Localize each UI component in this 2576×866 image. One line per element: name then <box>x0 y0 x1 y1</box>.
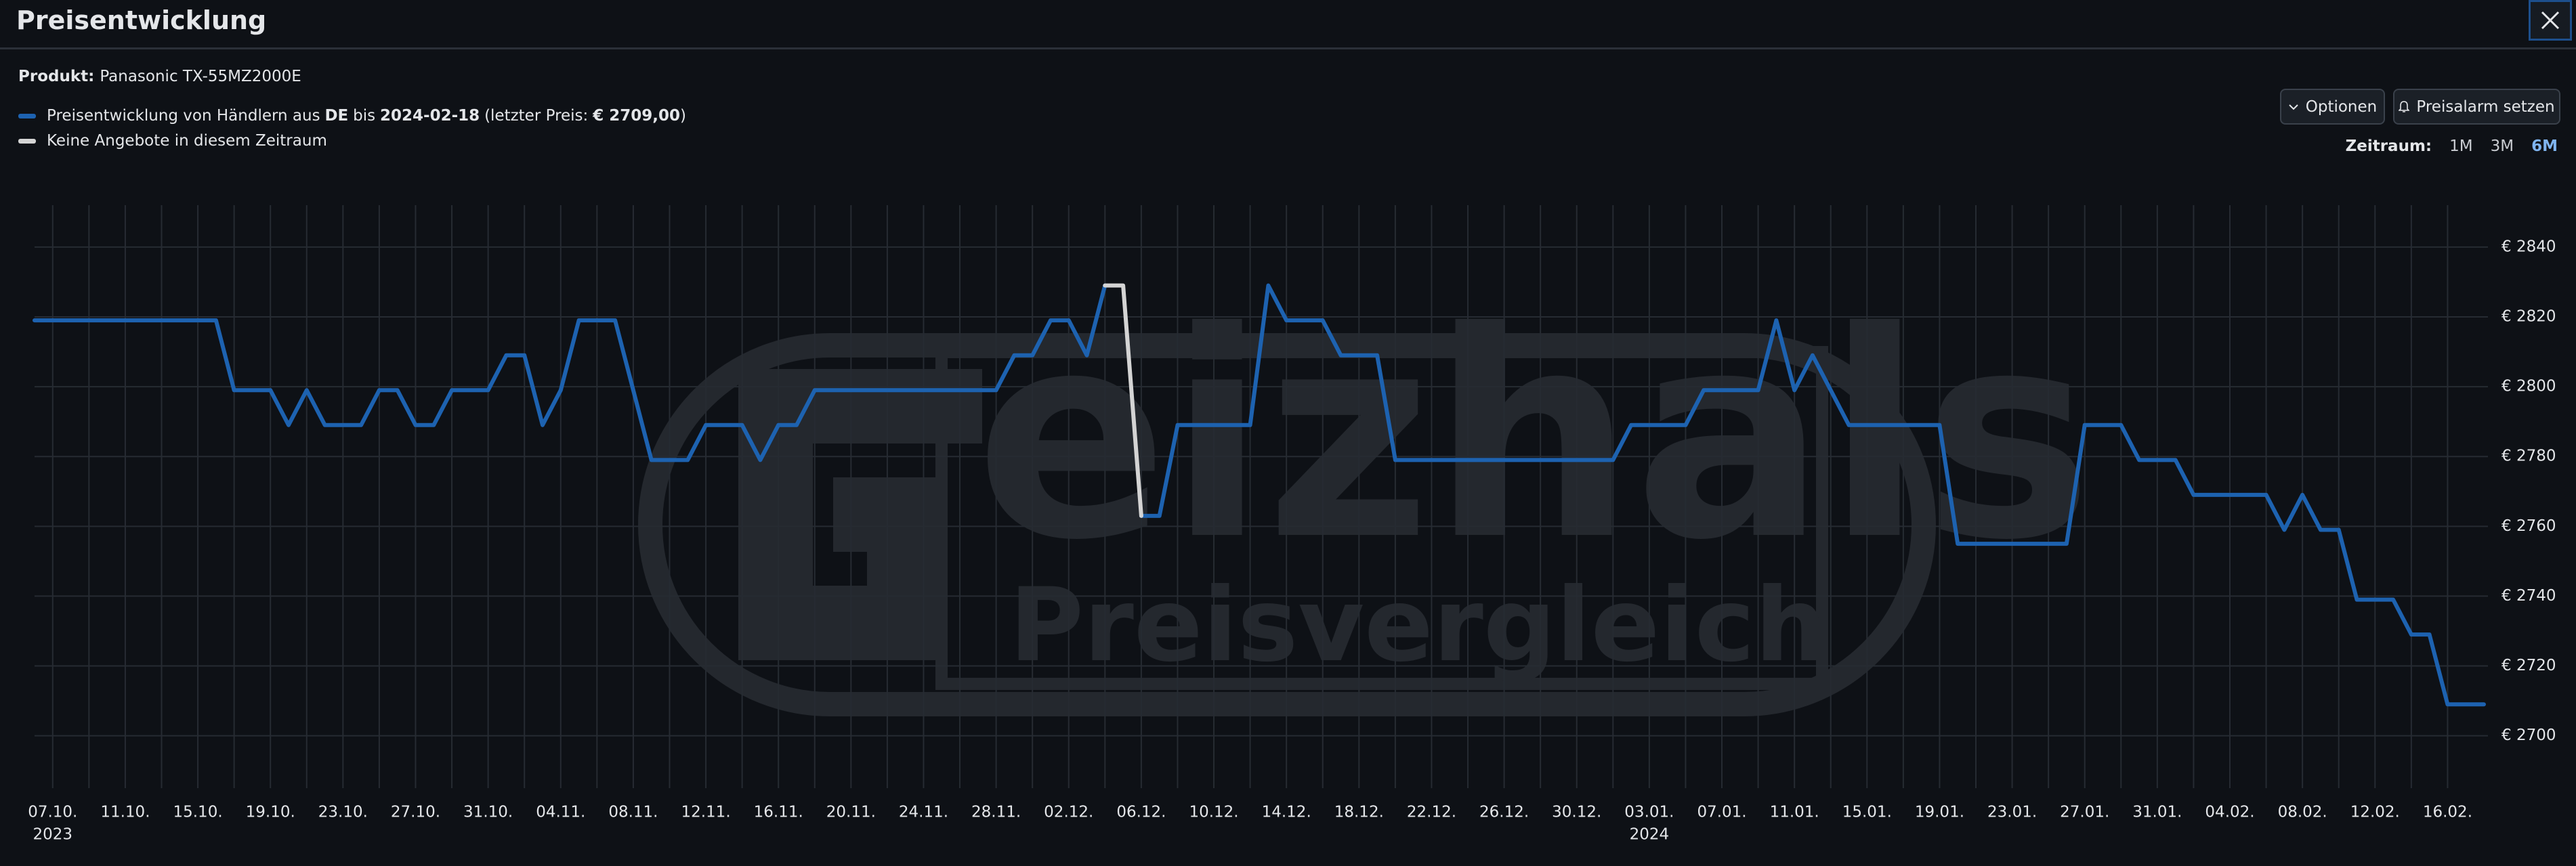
x-tick-label: 23.01. <box>1987 804 2037 821</box>
x-tick-label: 11.01. <box>1770 804 1819 821</box>
price-alarm-button[interactable]: Preisalarm setzen <box>2393 89 2560 125</box>
chevron-icon <box>2289 104 2298 110</box>
options-button[interactable]: Optionen <box>2280 89 2385 125</box>
x-tick-label: 22.12. <box>1407 804 1456 821</box>
range-label: Zeitraum: <box>2345 137 2432 155</box>
x-tick-label: 31.10. <box>463 804 513 821</box>
range-selector: Zeitraum: 1M 3M 6M <box>2346 137 2558 155</box>
product-label: Produkt: <box>18 68 95 85</box>
divider <box>0 47 2576 49</box>
x-tick-label: 06.12. <box>1116 804 1166 821</box>
x-tick-label: 02.12. <box>1044 804 1093 821</box>
watermark-brand: eizhals <box>975 272 2093 603</box>
x-tick-year: 2024 <box>1630 826 1670 844</box>
close-icon <box>2541 11 2560 30</box>
range-option[interactable]: 6M <box>2531 137 2558 155</box>
legend-swatch <box>18 113 36 118</box>
product-name: Panasonic TX-55MZ2000E <box>100 68 301 85</box>
watermark-subtitle: Preisvergleich <box>1009 567 1827 685</box>
x-tick-label: 24.11. <box>899 804 948 821</box>
legend-entry: Keine Angebote in diesem Zeitraum <box>18 132 327 150</box>
x-tick-label: 11.10. <box>100 804 150 821</box>
x-tick-label: 23.10. <box>318 804 368 821</box>
x-tick-label: 04.11. <box>536 804 585 821</box>
x-tick-label: 27.10. <box>391 804 440 821</box>
x-tick-label: 15.10. <box>173 804 222 821</box>
legend-text: Keine Angebote in diesem Zeitraum <box>47 132 327 150</box>
price-alarm-label: Preisalarm setzen <box>2416 98 2555 116</box>
x-tick-label: 30.12. <box>1552 804 1601 821</box>
x-tick-label: 19.01. <box>1915 804 1964 821</box>
x-tick-label: 28.11. <box>971 804 1021 821</box>
legend-text: (letzter Preis: <box>484 107 589 125</box>
x-tick-label: 16.02. <box>2423 804 2472 821</box>
y-tick-label: € 2840 <box>2501 238 2556 255</box>
x-tick-label: 12.02. <box>2350 804 2400 821</box>
legend-text: Preisentwicklung von Händlern aus <box>47 107 320 125</box>
options-label: Optionen <box>2305 98 2378 116</box>
legend-text: € 2709,00 <box>593 107 680 125</box>
y-tick-label: € 2740 <box>2501 587 2556 605</box>
price-line <box>33 283 2486 707</box>
product-line: Produkt: Panasonic TX-55MZ2000E <box>18 68 301 85</box>
legend-text: ) <box>679 107 686 125</box>
x-tick-label: 19.10. <box>246 804 295 821</box>
legend-entry: Preisentwicklung von Händlern aus DE bis 20… <box>18 107 686 125</box>
legend-text: 2024-02-18 <box>380 107 480 125</box>
range-option[interactable]: 3M <box>2490 137 2514 155</box>
x-tick-label: 10.12. <box>1189 804 1238 821</box>
legend-swatch <box>18 138 36 144</box>
x-tick-label: 15.01. <box>1842 804 1892 821</box>
legend-text: bis <box>353 107 376 125</box>
x-tick-label: 03.01. <box>1624 804 1674 821</box>
x-tick-label: 27.01. <box>2060 804 2109 821</box>
x-tick-label: 07.10. <box>28 804 77 821</box>
bell-icon <box>2399 100 2410 112</box>
x-tick-label: 18.12. <box>1334 804 1384 821</box>
dialog-title: Preisentwicklung <box>16 5 267 35</box>
watermark-g <box>738 369 982 660</box>
x-tick-year: 2023 <box>33 826 73 844</box>
y-tick-label: € 2780 <box>2501 448 2556 465</box>
x-tick-label: 08.11. <box>608 804 658 821</box>
y-tick-label: € 2760 <box>2501 517 2556 535</box>
x-tick-label: 16.11. <box>754 804 803 821</box>
legend-text: DE <box>324 107 349 125</box>
y-tick-label: € 2720 <box>2501 657 2556 674</box>
y-tick-label: € 2800 <box>2501 378 2556 395</box>
price-line <box>1103 283 1143 518</box>
x-tick-label: 08.02. <box>2278 804 2327 821</box>
x-tick-label: 07.01. <box>1697 804 1746 821</box>
grid <box>35 205 2488 788</box>
x-tick-label: 20.11. <box>826 804 876 821</box>
x-tick-label: 12.11. <box>681 804 730 821</box>
y-tick-label: € 2700 <box>2501 727 2556 744</box>
y-tick-label: € 2820 <box>2501 307 2556 325</box>
x-tick-label: 14.12. <box>1262 804 1311 821</box>
x-tick-label: 26.12. <box>1479 804 1529 821</box>
x-tick-label: 31.01. <box>2132 804 2182 821</box>
range-option[interactable]: 1M <box>2449 137 2473 155</box>
x-tick-label: 04.02. <box>2205 804 2254 821</box>
close-button[interactable] <box>2529 0 2572 41</box>
